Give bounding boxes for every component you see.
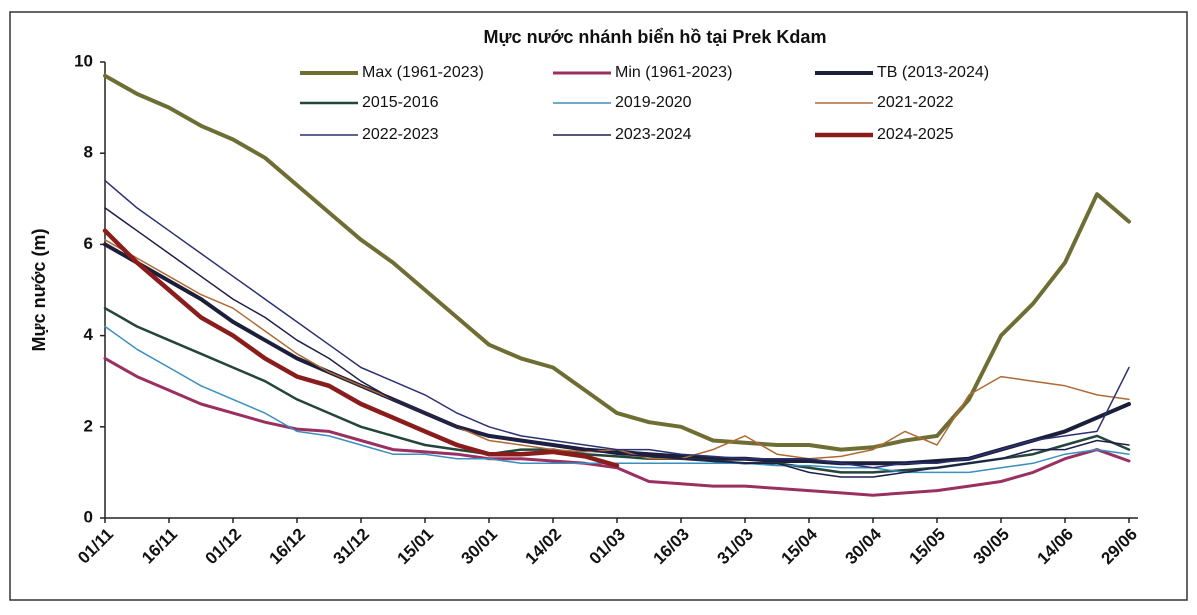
x-tick-label: 01/11 (74, 525, 117, 568)
chart-title: Mực nước nhánh biển hồ tại Prek Kdam (484, 27, 827, 47)
x-tick-label: 31/12 (329, 525, 373, 569)
series-line (104, 179, 1130, 469)
series-line (104, 239, 1130, 460)
y-tick-label: 0 (84, 507, 93, 526)
legend-label: TB (2013-2024) (877, 64, 989, 81)
x-tick-label: 01/03 (585, 525, 629, 569)
x-tick-label: 16/11 (138, 525, 181, 568)
legend-label: Max (1961-2023) (362, 64, 484, 81)
legend-label: 2019-2020 (615, 94, 692, 111)
x-tick-label: 31/03 (713, 525, 757, 569)
x-tick-label: 30/01 (457, 525, 501, 569)
series-line (102, 228, 620, 468)
x-tick-label: 15/01 (393, 525, 437, 569)
legend-label: 2015-2016 (362, 94, 439, 111)
x-tick-label: 15/05 (905, 525, 949, 569)
legend-label: 2022-2023 (362, 126, 439, 143)
y-tick-label: 8 (84, 143, 93, 162)
x-tick-label: 14/06 (1033, 525, 1077, 569)
y-tick-label: 2 (84, 416, 93, 435)
y-tick-label: 4 (84, 325, 94, 344)
y-tick-label: 10 (74, 51, 93, 70)
x-tick-label: 29/06 (1097, 525, 1141, 569)
legend-label: 2024-2025 (877, 126, 954, 143)
legend-label: 2023-2024 (615, 126, 692, 143)
x-tick-label: 30/05 (969, 525, 1013, 569)
y-axis-label: Mực nước (m) (29, 229, 49, 352)
x-tick-label: 30/04 (841, 524, 885, 568)
legend-label: Min (1961-2023) (615, 64, 732, 81)
x-tick-label: 01/12 (201, 525, 245, 569)
legend-label: 2021-2022 (877, 94, 954, 111)
series-line (103, 242, 1131, 466)
x-tick-label: 15/04 (777, 524, 821, 568)
x-tick-label: 14/02 (521, 525, 565, 569)
x-tick-label: 16/03 (649, 525, 693, 569)
x-tick-label: 16/12 (265, 525, 309, 569)
y-tick-label: 6 (84, 234, 93, 253)
chart-frame (9, 11, 1188, 601)
series-line (104, 207, 1130, 478)
